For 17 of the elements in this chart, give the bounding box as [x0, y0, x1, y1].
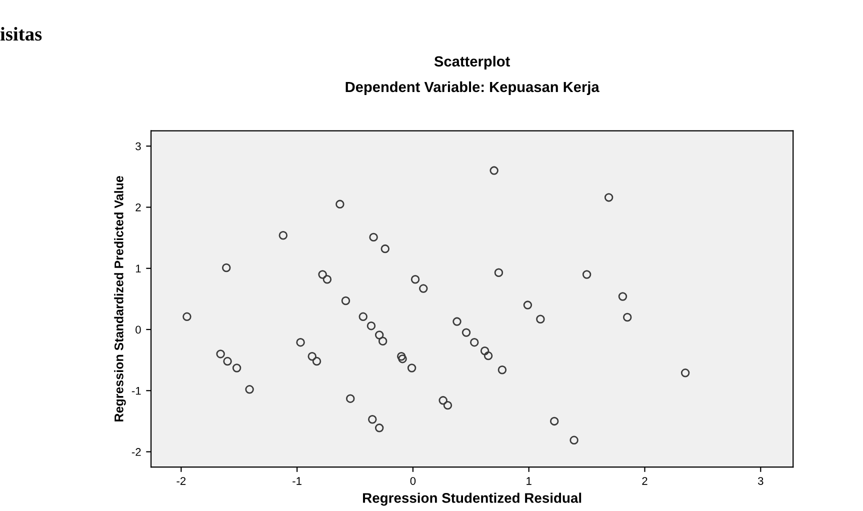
y-tick-label: 3 [136, 142, 141, 150]
y-tick-label: 0 [136, 326, 141, 334]
x-tick-label: 0 [410, 477, 416, 485]
y-axis-title: Regression Standardized Predicted Value [114, 176, 126, 422]
x-axis-title: Regression Studentized Residual [363, 492, 582, 506]
x-tick-label: -1 [292, 477, 302, 485]
x-tick-label: 1 [526, 477, 532, 485]
y-tick-label: -2 [132, 448, 141, 456]
x-tick-label: -2 [176, 477, 186, 485]
x-tick-label: 2 [642, 477, 648, 485]
x-tick-label: 3 [758, 477, 764, 485]
y-tick-label: -1 [132, 387, 141, 395]
chart-title: Scatterplot [434, 56, 510, 70]
y-tick-label: 2 [136, 204, 141, 212]
text: isitas [0, 26, 42, 41]
y-tick-label: 1 [136, 264, 141, 272]
chart-subtitle: Dependent Variable: Kepuasan Kerja [346, 81, 600, 96]
